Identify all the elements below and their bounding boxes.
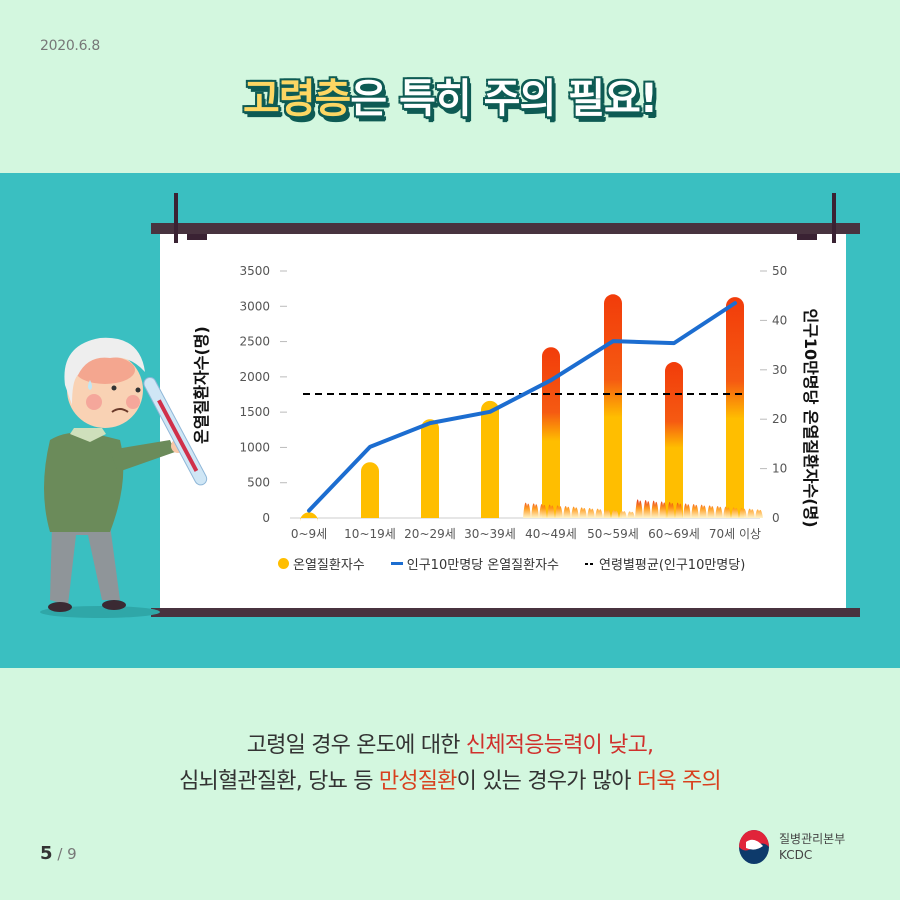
rod-tab-right xyxy=(797,234,817,240)
page-indicator: 5 / 9 xyxy=(40,843,77,864)
svg-text:60~69세: 60~69세 xyxy=(648,527,700,541)
taegeuk-emblem-icon xyxy=(739,830,769,864)
legend-item-per100k: 인구10만명당 온열질환자수 xyxy=(390,554,559,573)
svg-text:40: 40 xyxy=(772,313,787,327)
bar-swatch-icon xyxy=(278,558,289,569)
svg-text:40~49세: 40~49세 xyxy=(525,527,577,541)
svg-text:0: 0 xyxy=(772,511,780,525)
svg-text:2000: 2000 xyxy=(239,370,270,384)
svg-text:1500: 1500 xyxy=(239,405,270,419)
svg-text:0: 0 xyxy=(262,511,270,525)
svg-text:0~9세: 0~9세 xyxy=(291,527,327,541)
line-swatch-icon xyxy=(390,562,403,565)
svg-text:20: 20 xyxy=(772,412,787,426)
bottom-rod xyxy=(151,608,860,617)
rod-hanger-right xyxy=(832,193,836,243)
svg-text:3500: 3500 xyxy=(239,264,270,278)
chart: 0 500 1000 1500 2000 2500 3000 3500 0 10 20 30 40 50 0… xyxy=(239,264,787,541)
rod-tab-left xyxy=(187,234,207,240)
description-line-1: 고령일 경우 온도에 대한 신체적응능력이 낮고, xyxy=(246,733,654,758)
svg-text:1000: 1000 xyxy=(239,440,270,454)
svg-text:2500: 2500 xyxy=(239,335,270,349)
svg-text:3000: 3000 xyxy=(239,299,270,313)
top-rod xyxy=(151,223,860,234)
title-highlight: 고령층 xyxy=(242,76,351,122)
svg-text:50~59세: 50~59세 xyxy=(587,527,639,541)
dashed-swatch-icon xyxy=(585,562,596,565)
svg-text:70세 이상: 70세 이상 xyxy=(709,527,761,541)
elderly-man-illustration xyxy=(40,337,208,618)
kcdc-logo: 질병관리본부 KCDC xyxy=(737,828,845,866)
date: 2020.6.8 xyxy=(40,38,100,54)
org-abbr: KCDC xyxy=(779,848,813,862)
description-line-2: 심뇌혈관질환, 당뇨 등 만성질환이 있는 경우가 많아 더욱 주의 xyxy=(179,769,722,794)
title-rest: 은 특히 주의 필요! xyxy=(350,76,658,122)
svg-text:30: 30 xyxy=(772,363,787,377)
chart-legend: 온열질환자수 인구10만명당 온열질환자수 연령별평균(인구10만명당) xyxy=(278,554,745,573)
legend-item-patients: 온열질환자수 xyxy=(278,554,365,573)
y-axis-label-right: 인구10만명당 온열질환자수(명) xyxy=(801,308,820,528)
description: 고령일 경우 온도에 대한 신체적응능력이 낮고, 심뇌혈관질환, 당뇨 등 만… xyxy=(0,728,900,800)
svg-text:10: 10 xyxy=(772,462,787,476)
svg-text:30~39세: 30~39세 xyxy=(464,527,516,541)
rod-hanger-left xyxy=(174,193,178,243)
org-name: 질병관리본부 xyxy=(779,832,846,846)
page-title: 고령층은 특히 주의 필요! xyxy=(0,66,900,124)
svg-text:20~29세: 20~29세 xyxy=(404,527,456,541)
svg-text:50: 50 xyxy=(772,264,787,278)
svg-text:10~19세: 10~19세 xyxy=(344,527,396,541)
legend-item-average: 연령별평균(인구10만명당) xyxy=(585,554,745,573)
svg-text:500: 500 xyxy=(247,476,270,490)
